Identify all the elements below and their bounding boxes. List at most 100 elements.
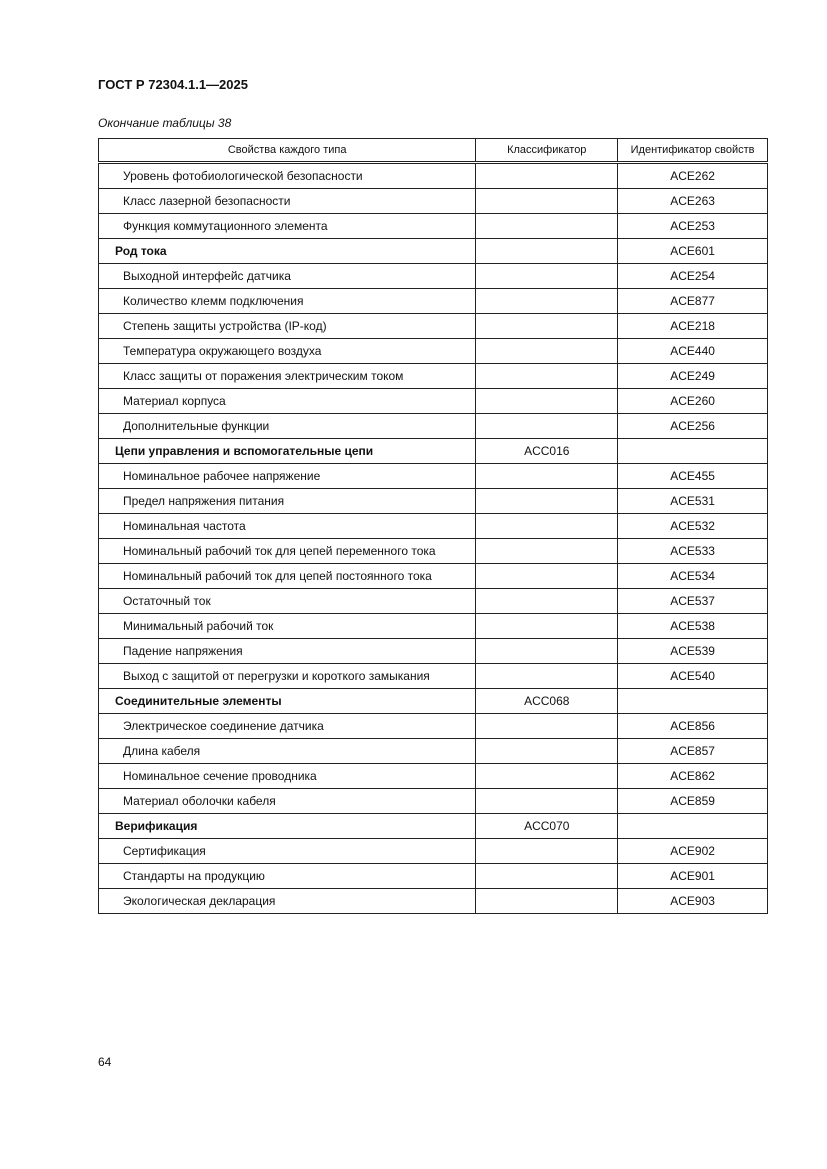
classifier-cell: [475, 188, 619, 214]
property-id-cell: ACE534: [617, 563, 768, 589]
property-id-cell: ACE601: [617, 238, 768, 264]
properties-table: Свойства каждого типа Классификатор Иден…: [97, 138, 768, 914]
property-name-cell: Номинальная частота: [97, 513, 477, 539]
property-id-cell: ACE218: [617, 313, 768, 339]
table-row: Температура окружающего воздуха ACE440: [97, 338, 768, 364]
property-id-cell: ACE901: [617, 863, 768, 889]
property-id-cell: ACE862: [617, 763, 768, 789]
property-name-cell: Количество клемм подключения: [97, 288, 477, 314]
property-name-cell: Функция коммутационного элемента: [97, 213, 477, 239]
property-id-cell: ACE859: [617, 788, 768, 814]
property-name-cell: Номинальное рабочее напряжение: [97, 463, 477, 489]
classifier-cell: [475, 463, 619, 489]
table-row: Номинальное сечение проводника ACE862: [97, 763, 768, 789]
classifier-cell: ACC016: [475, 438, 619, 464]
property-id-cell: ACE537: [617, 588, 768, 614]
property-id-cell: ACE260: [617, 388, 768, 414]
table-row: Функция коммутационного элемента ACE253: [97, 213, 768, 239]
property-id-cell: ACE902: [617, 838, 768, 864]
table-section-row: Верификация ACC070: [97, 813, 768, 839]
table-section-row: Род тока ACE601: [97, 238, 768, 264]
property-name-cell: Падение напряжения: [97, 638, 477, 664]
table-caption: Окончание таблицы 38: [98, 116, 232, 130]
classifier-cell: [475, 613, 619, 639]
table-row: Номинальный рабочий ток для цепей постоя…: [97, 563, 768, 589]
classifier-cell: [475, 338, 619, 364]
property-name-cell: Выход с защитой от перегрузки и коротког…: [97, 663, 477, 689]
classifier-cell: [475, 638, 619, 664]
property-name-cell: Стандарты на продукцию: [97, 863, 477, 889]
classifier-cell: [475, 488, 619, 514]
table-row: Падение напряжения ACE539: [97, 638, 768, 664]
property-name-cell: Уровень фотобиологической безопасности: [97, 162, 477, 189]
classifier-cell: [475, 413, 619, 439]
table-row: Предел напряжения питания ACE531: [97, 488, 768, 514]
property-id-cell: ACE540: [617, 663, 768, 689]
table-row: Номинальная частота ACE532: [97, 513, 768, 539]
property-name-cell: Степень защиты устройства (IP-код): [97, 313, 477, 339]
property-id-cell: ACE857: [617, 738, 768, 764]
property-id-cell: ACE249: [617, 363, 768, 389]
property-id-cell: ACE877: [617, 288, 768, 314]
property-name-cell: Номинальный рабочий ток для цепей постоя…: [97, 563, 477, 589]
classifier-cell: [475, 838, 619, 864]
property-id-cell: ACE533: [617, 538, 768, 564]
classifier-cell: [475, 263, 619, 289]
table-row: Сертификация ACE902: [97, 838, 768, 864]
table-row: Количество клемм подключения ACE877: [97, 288, 768, 314]
property-id-cell: ACE262: [617, 162, 768, 189]
classifier-cell: [475, 313, 619, 339]
table-row: Выход с защитой от перегрузки и коротког…: [97, 663, 768, 689]
property-id-cell: ACE440: [617, 338, 768, 364]
classifier-cell: [475, 888, 619, 914]
table-row: Экологическая декларация ACE903: [97, 888, 768, 914]
table-row: Класс лазерной безопасности ACE263: [97, 188, 768, 214]
classifier-cell: [475, 563, 619, 589]
table-row: Номинальный рабочий ток для цепей переме…: [97, 538, 768, 564]
table-row: Класс защиты от поражения электрическим …: [97, 363, 768, 389]
classifier-cell: [475, 513, 619, 539]
classifier-cell: [475, 863, 619, 889]
property-name-cell: Номинальный рабочий ток для цепей переме…: [97, 538, 477, 564]
property-id-cell: ACE256: [617, 413, 768, 439]
column-header-property-id: Идентификатор свойств: [617, 138, 768, 164]
property-name-cell: Экологическая декларация: [97, 888, 477, 914]
property-id-cell: ACE903: [617, 888, 768, 914]
property-id-cell: [617, 688, 768, 714]
property-name-cell: Материал оболочки кабеля: [97, 788, 477, 814]
table-section-row: Цепи управления и вспомогательные цепи AC…: [97, 438, 768, 464]
property-id-cell: ACE539: [617, 638, 768, 664]
classifier-cell: [475, 738, 619, 764]
property-id-cell: ACE538: [617, 613, 768, 639]
classifier-cell: [475, 363, 619, 389]
table-row: Электрическое соединение датчика ACE856: [97, 713, 768, 739]
page-number: 64: [98, 1055, 112, 1069]
property-name-cell: Род тока: [97, 238, 477, 264]
column-header-properties: Свойства каждого типа: [97, 138, 477, 164]
property-name-cell: Класс защиты от поражения электрическим …: [97, 363, 477, 389]
table-header-row: Свойства каждого типа Классификатор Иден…: [97, 138, 768, 164]
property-name-cell: Верификация: [97, 813, 477, 839]
table-section-row: Соединительные элементы ACC068: [97, 688, 768, 714]
property-id-cell: ACE455: [617, 463, 768, 489]
property-name-cell: Цепи управления и вспомогательные цепи: [97, 438, 477, 464]
table-row: Материал корпуса ACE260: [97, 388, 768, 414]
property-name-cell: Материал корпуса: [97, 388, 477, 414]
document-code: ГОСТ Р 72304.1.1—2025: [98, 77, 248, 92]
property-name-cell: Остаточный ток: [97, 588, 477, 614]
table-row: Выходной интерфейс датчика ACE254: [97, 263, 768, 289]
table-row: Длина кабеля ACE857: [97, 738, 768, 764]
classifier-cell: [475, 538, 619, 564]
classifier-cell: [475, 213, 619, 239]
table-row: Материал оболочки кабеля ACE859: [97, 788, 768, 814]
property-name-cell: Выходной интерфейс датчика: [97, 263, 477, 289]
property-id-cell: [617, 438, 768, 464]
property-name-cell: Электрическое соединение датчика: [97, 713, 477, 739]
property-name-cell: Соединительные элементы: [97, 688, 477, 714]
property-id-cell: ACE532: [617, 513, 768, 539]
table-row: Степень защиты устройства (IP-код) ACE218: [97, 313, 768, 339]
property-id-cell: ACE253: [617, 213, 768, 239]
table-row: Номинальное рабочее напряжение ACE455: [97, 463, 768, 489]
property-id-cell: ACE263: [617, 188, 768, 214]
